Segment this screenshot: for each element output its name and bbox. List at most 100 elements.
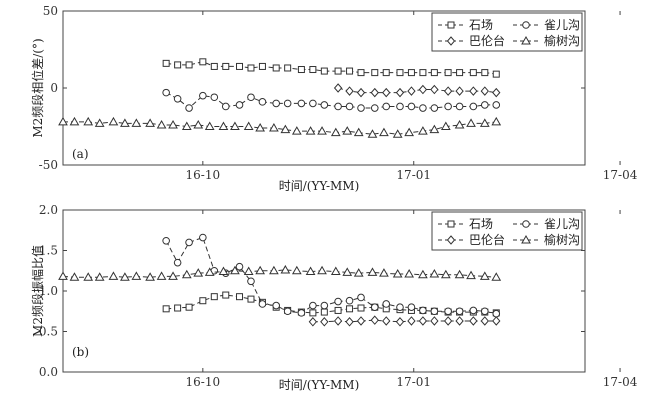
data-point (193, 119, 204, 129)
data-point (346, 67, 354, 75)
legend-label: 巴伦台 (469, 33, 505, 48)
series-line (166, 61, 497, 75)
x-tick-label: 17-04 (603, 375, 638, 389)
data-point (297, 309, 306, 317)
legend-marker (447, 220, 455, 228)
data-point (83, 116, 94, 126)
y-axis-title: M2频段相位差/(°) (30, 38, 45, 137)
data-point (367, 129, 378, 138)
data-point (108, 116, 119, 126)
data-point (444, 307, 452, 316)
data-point (269, 123, 279, 132)
data-point (181, 121, 192, 130)
data-point (429, 124, 440, 134)
data-point (444, 69, 452, 77)
data-point (466, 270, 476, 280)
chart-panel-b: 0.0 0.5 1.0 1.5 2.0 16-10 17-01 17-04 时间/(YY-MM)… (30, 203, 638, 392)
data-point (479, 118, 490, 127)
data-point (218, 266, 229, 276)
data-point (480, 316, 489, 326)
data-point (407, 69, 415, 77)
legend-item: 石场 (438, 18, 493, 32)
legend-marker (521, 234, 531, 244)
series-diamond (308, 315, 501, 327)
data-point (145, 118, 155, 127)
series-circle (162, 88, 501, 112)
data-point (492, 309, 501, 318)
series-triangle (58, 116, 502, 138)
data-point (455, 102, 464, 111)
data-point (454, 269, 465, 279)
data-point (334, 102, 342, 111)
data-point (454, 119, 465, 129)
data-point (357, 304, 365, 312)
data-point (357, 293, 365, 302)
chart-panel-a: -50 0 50 16-10 17-01 17-04 时间/(YY-MM) M2频段相位差/(… (30, 4, 638, 193)
data-point (345, 102, 354, 111)
data-point (235, 101, 244, 109)
series-diamond (333, 83, 501, 98)
legend-marker (522, 220, 530, 228)
data-point (404, 127, 415, 137)
data-point (407, 316, 416, 326)
data-point (69, 272, 80, 281)
data-point (173, 258, 182, 267)
legend-box (431, 211, 583, 251)
legend-label: 榆树沟 (544, 33, 580, 48)
data-point (407, 86, 416, 96)
data-point (280, 124, 291, 134)
data-point (94, 272, 105, 281)
data-point (309, 99, 317, 108)
data-point (284, 64, 292, 72)
data-point (429, 268, 440, 278)
data-point (396, 102, 404, 111)
data-point (345, 296, 354, 305)
data-point (492, 101, 501, 109)
panel-label: (a) (72, 147, 89, 161)
data-point (272, 64, 280, 72)
data-point (185, 238, 193, 247)
data-point (333, 83, 343, 93)
data-point (404, 268, 415, 278)
data-point (235, 262, 244, 271)
data-point (382, 69, 390, 77)
legend-label: 雀儿沟 (544, 217, 580, 231)
data-point (168, 271, 178, 280)
data-point (145, 272, 155, 281)
data-point (379, 127, 389, 137)
y-tick-label: 0 (50, 81, 58, 95)
data-point (199, 58, 207, 66)
data-point (334, 306, 342, 314)
data-point (418, 316, 428, 326)
data-point (247, 93, 255, 102)
data-point (218, 121, 229, 130)
data-point (185, 104, 193, 112)
legend-label: 石场 (469, 18, 493, 32)
data-point (199, 233, 207, 242)
data-point (382, 87, 391, 98)
data-point (108, 271, 119, 280)
data-point (297, 66, 305, 74)
data-point (83, 272, 94, 281)
data-point (162, 236, 170, 245)
x-axis-title: 时间/(YY-MM) (279, 179, 360, 193)
data-point (230, 121, 240, 130)
data-point (199, 91, 207, 100)
legend-label: 巴伦台 (469, 232, 505, 247)
y-axis-title: M2频段振幅比值 (30, 245, 45, 337)
data-point (181, 269, 192, 279)
data-point (305, 266, 316, 276)
data-point (334, 67, 342, 75)
data-point (305, 126, 316, 135)
data-point (370, 87, 379, 98)
data-point (156, 119, 167, 129)
data-point (58, 116, 68, 126)
data-point (455, 307, 464, 316)
data-point (283, 99, 292, 108)
legend-item: 巴伦台 (438, 232, 505, 247)
data-point (221, 102, 230, 111)
data-point (443, 86, 453, 96)
data-point (162, 305, 170, 313)
data-point (320, 301, 329, 310)
data-point (469, 86, 478, 96)
